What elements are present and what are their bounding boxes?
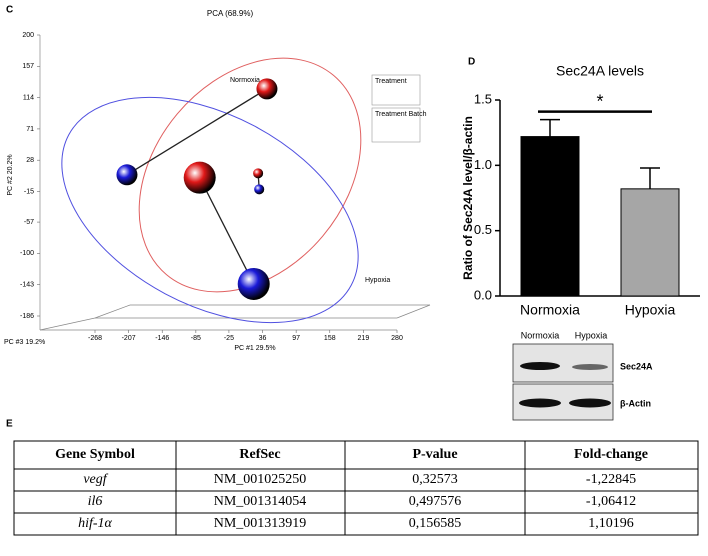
bubble xyxy=(183,161,216,194)
panel-label: C xyxy=(6,5,13,16)
y-axis-label: Ratio of Sec24A level/β-actin xyxy=(461,116,475,280)
table-cell: -1,06412 xyxy=(586,494,636,509)
y-tick-label: 71 xyxy=(26,126,34,133)
bubble xyxy=(256,78,278,100)
significance-label: * xyxy=(596,91,603,111)
table-cell: il6 xyxy=(88,494,103,509)
x-tick-label: Normoxia xyxy=(520,302,580,318)
table-header: P-value xyxy=(412,447,457,462)
y-tick-label: 1.0 xyxy=(474,157,492,172)
bubble xyxy=(237,267,270,300)
bubble xyxy=(116,164,138,186)
table-header: RefSec xyxy=(239,447,280,462)
table-cell: 1,10196 xyxy=(588,516,634,531)
x-tick-label: -85 xyxy=(191,335,201,342)
table-cell: 0,32573 xyxy=(412,472,458,487)
x-tick-label: -268 xyxy=(88,335,102,342)
x-tick-label: 280 xyxy=(391,335,403,342)
panel-label: E xyxy=(6,419,13,430)
table-cell: NM_001313919 xyxy=(214,516,307,531)
x-tick-label: 36 xyxy=(259,335,267,342)
legend-title: Treatment Batch xyxy=(375,111,427,118)
blot-lane: Normoxia xyxy=(521,330,560,340)
ellipse-hypoxia xyxy=(61,96,359,324)
y-tick-label: -57 xyxy=(24,219,34,226)
y-tick-label: 0.0 xyxy=(474,287,492,302)
bar xyxy=(520,136,580,297)
x-tick-label: Hypoxia xyxy=(625,302,676,318)
annotation: Hypoxia xyxy=(365,277,390,284)
x-tick-label: -146 xyxy=(155,335,169,342)
pca-box xyxy=(39,35,431,331)
y-tick-label: 0.5 xyxy=(474,222,492,237)
x-tick-label: 97 xyxy=(292,335,300,342)
table-cell: NM_001314054 xyxy=(214,494,307,509)
table-cell: hif-1α xyxy=(78,516,112,531)
y-tick-label: -15 xyxy=(24,188,34,195)
table-cell: -1,22845 xyxy=(586,472,636,487)
batch-link xyxy=(199,177,255,285)
y-tick-label: -143 xyxy=(20,282,34,289)
x-tick-label: 219 xyxy=(358,335,370,342)
error-bar xyxy=(540,118,560,137)
table-cell: 0,497576 xyxy=(409,494,462,509)
y-tick-label: 1.5 xyxy=(474,91,492,106)
blot-band: β-Actin xyxy=(620,398,651,408)
y-tick-label: 28 xyxy=(26,157,34,164)
panel-label: D xyxy=(468,57,475,68)
blot-band: Sec24A xyxy=(620,361,653,371)
x-tick-label: -25 xyxy=(224,335,234,342)
legend-title: Treatment xyxy=(375,78,407,85)
y-axis-label: PC #2 20.2% xyxy=(7,154,14,195)
annotation: Normoxia xyxy=(230,77,260,84)
bubble xyxy=(254,184,265,195)
batch-link xyxy=(126,88,268,176)
bar xyxy=(620,188,680,297)
legend-box xyxy=(371,74,421,106)
western-blot: Normoxia Hypoxia Sec24A β-Actin xyxy=(512,330,653,421)
table-cell: NM_001025250 xyxy=(214,472,307,487)
y-tick-label: 200 xyxy=(22,32,34,39)
y-tick-label: 157 xyxy=(22,63,34,70)
x-axis-label: PC #1 29.5% xyxy=(234,345,275,352)
x-tick-label: 158 xyxy=(324,335,336,342)
error-bar xyxy=(640,167,660,189)
bar-title: Sec24A levels xyxy=(556,63,644,79)
ellipse-normoxia xyxy=(138,57,362,293)
table-header: Fold-change xyxy=(574,447,648,462)
table-cell: vegf xyxy=(83,472,108,487)
y-tick-label: -186 xyxy=(20,313,34,320)
bar-plot: 0.0 0.5 1.0 1.5 Normoxia Hypoxia * xyxy=(474,91,700,318)
y-tick-label: -100 xyxy=(20,250,34,257)
blot-lane: Hypoxia xyxy=(575,330,608,340)
legend-box xyxy=(371,107,421,143)
x-tick-label: -207 xyxy=(122,335,136,342)
table: Gene Symbol RefSec P-value Fold-change vegf N… xyxy=(13,440,699,536)
z-axis-label: PC #3 19.2% xyxy=(4,339,45,346)
bubble xyxy=(253,168,264,179)
y-tick-label: 114 xyxy=(23,94,34,101)
table-cell: 0,156585 xyxy=(409,516,462,531)
pca-title: PCA (68.9%) xyxy=(207,9,254,18)
table-header: Gene Symbol xyxy=(55,447,135,462)
pca-plot: 200 157 114 71 28 -15 -57 -100 -143 -186 -268 -207 -… xyxy=(20,32,413,342)
